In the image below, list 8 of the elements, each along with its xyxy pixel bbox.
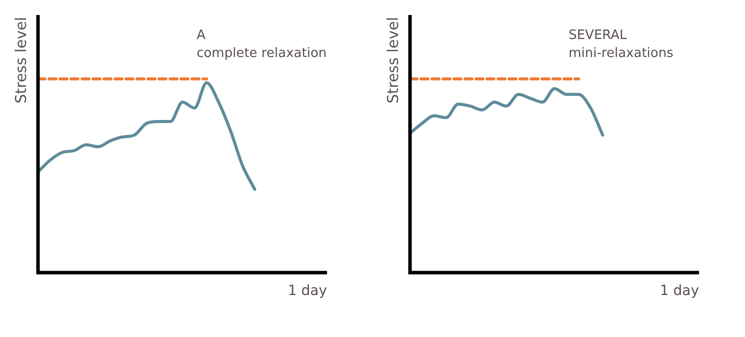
y-axis-title: Stress level — [12, 17, 30, 104]
text: SEVERAL — [568, 28, 628, 43]
text: A — [196, 28, 206, 43]
x-axis-title: 1 day — [660, 283, 699, 300]
y-axis-title: Stress level — [384, 17, 402, 104]
text: mini-relaxations — [568, 46, 674, 61]
text: complete relaxation — [196, 46, 327, 61]
x-axis-title: 1 day — [288, 283, 327, 300]
